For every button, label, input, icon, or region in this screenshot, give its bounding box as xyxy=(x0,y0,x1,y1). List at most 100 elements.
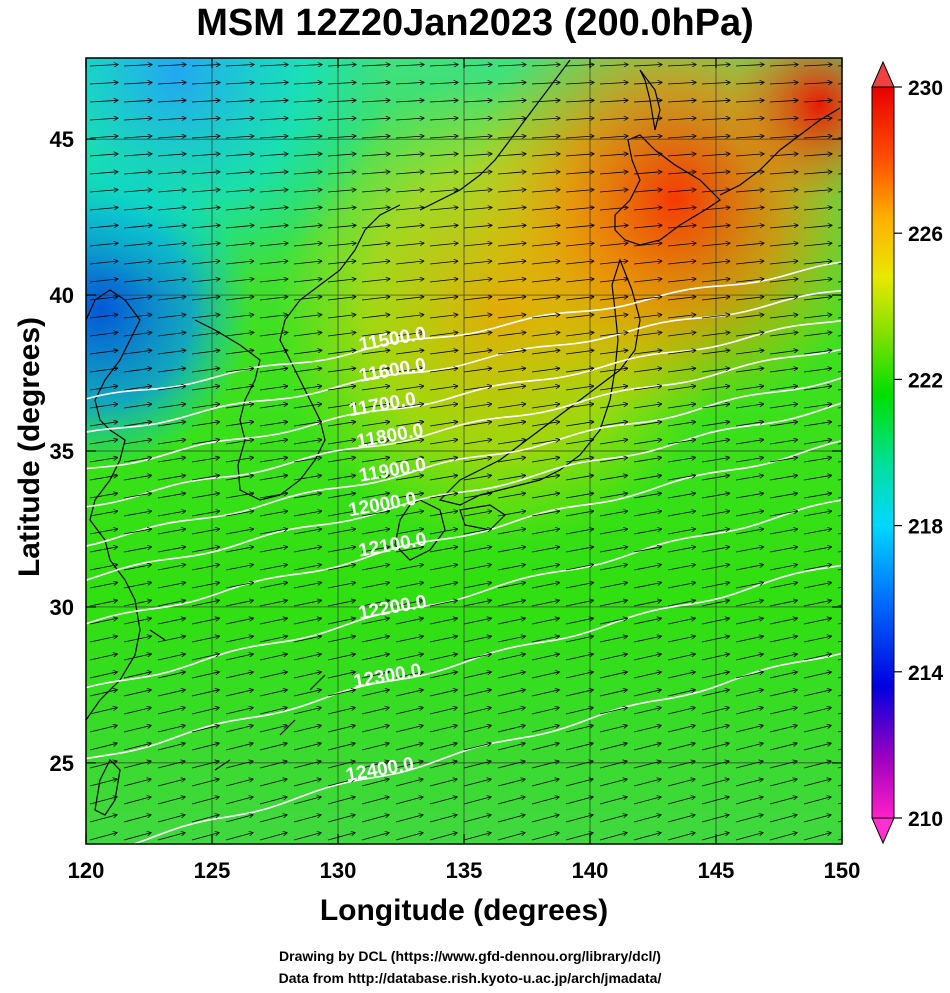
wind-arrow xyxy=(463,565,492,571)
wind-arrow xyxy=(735,100,764,102)
wind-arrow xyxy=(769,279,798,283)
wind-arrow xyxy=(633,708,661,715)
wind-arrow xyxy=(735,172,764,174)
wind-arrow xyxy=(463,833,491,841)
wind-arrow xyxy=(89,172,118,174)
wind-arrow xyxy=(191,618,219,625)
wind-arrow xyxy=(803,565,832,571)
wind-arrow xyxy=(361,547,390,553)
wind-arrow xyxy=(803,332,832,337)
wind-arrow xyxy=(123,82,152,84)
wind-arrow xyxy=(463,386,492,391)
wind-arrow xyxy=(429,815,457,823)
wind-arrow xyxy=(599,458,628,463)
wind-arrow xyxy=(463,618,491,625)
wind-arrow xyxy=(769,118,798,120)
wind-arrow xyxy=(395,315,424,319)
wind-arrow xyxy=(735,207,764,211)
wind-arrow xyxy=(225,386,254,391)
wind-arrow xyxy=(429,422,458,427)
wind-arrow xyxy=(803,207,832,211)
wind-arrow xyxy=(259,761,287,769)
wind-arrow xyxy=(633,511,662,517)
wind-arrow xyxy=(157,100,186,102)
wind-arrow xyxy=(769,440,798,445)
wind-arrow xyxy=(395,172,424,174)
wind-arrow xyxy=(667,100,696,102)
wind-arrow xyxy=(89,743,117,751)
wind-arrow xyxy=(599,565,628,571)
wind-arrow xyxy=(531,65,560,67)
wind-arrow xyxy=(293,82,322,84)
height-contours xyxy=(86,261,842,844)
wind-arrow xyxy=(191,493,220,499)
wind-arrow xyxy=(89,243,118,247)
wind-arrow xyxy=(769,725,797,733)
wind-arrow xyxy=(531,654,559,661)
wind-arrow xyxy=(123,690,151,697)
wind-arrow xyxy=(633,815,661,823)
wind-arrow xyxy=(497,511,526,517)
wind-arrow xyxy=(123,136,152,138)
wind-arrow xyxy=(633,332,662,337)
wind-arrow xyxy=(667,725,695,733)
wind-arrow xyxy=(89,207,118,211)
wind-arrow xyxy=(157,440,186,445)
wind-arrow xyxy=(327,368,356,373)
wind-arrow xyxy=(667,422,696,427)
wind-arrow xyxy=(497,708,525,715)
wind-arrow xyxy=(293,547,322,553)
wind-arrow xyxy=(327,154,356,156)
wind-arrow xyxy=(803,725,831,733)
wind-arrow xyxy=(701,458,730,463)
wind-arrow xyxy=(89,565,118,571)
wind-arrow xyxy=(157,172,186,174)
wind-arrow xyxy=(157,475,186,481)
coastline-kuril xyxy=(719,107,841,196)
wind-arrow xyxy=(701,761,729,769)
wind-arrow xyxy=(225,154,254,156)
wind-arrow xyxy=(157,368,186,373)
wind-arrow xyxy=(667,690,695,697)
wind-arrow xyxy=(769,815,797,823)
contour-line xyxy=(86,499,842,689)
wind-arrow xyxy=(123,207,152,211)
wind-arrow xyxy=(531,100,560,102)
wind-arrow xyxy=(565,332,594,337)
contour-line xyxy=(86,261,842,400)
wind-arrow xyxy=(769,332,798,337)
wind-arrow xyxy=(701,172,730,174)
wind-arrow xyxy=(225,190,254,193)
wind-arrow xyxy=(89,100,118,102)
wind-arrow xyxy=(463,350,492,355)
wind-arrow xyxy=(769,600,797,607)
wind-arrow xyxy=(463,743,491,751)
wind-arrow xyxy=(769,261,798,265)
wind-arrow xyxy=(157,154,186,156)
wind-arrow xyxy=(599,190,628,193)
wind-arrow xyxy=(463,225,492,229)
wind-arrow xyxy=(191,565,220,571)
wind-arrow xyxy=(89,350,118,355)
wind-arrow xyxy=(259,82,288,84)
wind-arrow xyxy=(497,350,526,355)
wind-arrow xyxy=(599,279,628,283)
wind-arrow xyxy=(293,190,322,193)
wind-arrow xyxy=(667,350,696,355)
contour-line xyxy=(86,564,842,760)
wind-arrow xyxy=(259,511,288,517)
wind-arrow xyxy=(497,475,526,481)
wind-arrow xyxy=(259,583,288,589)
wind-arrow xyxy=(259,350,288,355)
wind-arrow xyxy=(259,654,287,661)
wind-arrow xyxy=(497,386,526,391)
wind-arrow xyxy=(565,672,593,679)
wind-arrow xyxy=(463,600,491,607)
wind-arrow xyxy=(599,315,628,319)
wind-arrow xyxy=(667,636,695,643)
wind-arrow xyxy=(157,708,185,715)
wind-arrow xyxy=(531,529,560,535)
wind-arrow xyxy=(667,332,696,337)
wind-arrow xyxy=(701,618,729,625)
wind-arrow xyxy=(259,833,287,841)
